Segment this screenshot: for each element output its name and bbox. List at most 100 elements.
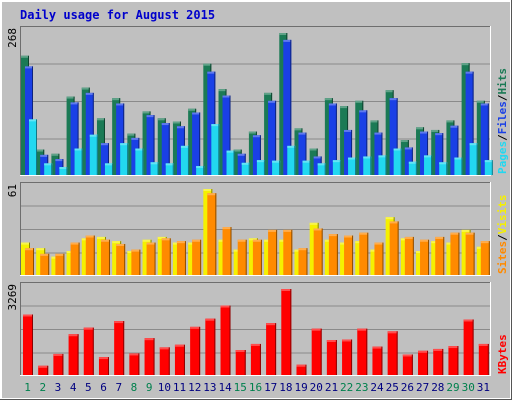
bar-pages-day-14-face [226,150,235,175]
bar-sites-day-27 [420,239,430,275]
bar-pages-day-26 [408,161,417,175]
day-label-22: 22 [340,381,353,394]
bar-sites-day-4-face [70,242,80,275]
bar-sites-day-3-edge [63,253,65,275]
bar-sites-day-28 [435,236,445,275]
bar-kbytes-day-17-edge [275,323,277,375]
bar-kbytes-day-9-edge [153,338,155,375]
bar-files-day-10 [161,123,170,175]
bar-kbytes-day-16-face [250,343,261,375]
panel-max-label: 61 [6,184,19,197]
bar-pages-day-6-face [104,163,113,175]
bar-kbytes-day-22-edge [351,339,353,375]
bar-hits-day-7-edge [112,98,121,101]
bar-kbytes-day-22-edge [342,339,353,342]
bar-sites-day-25-edge [397,221,399,275]
bar-files-day-14 [222,95,231,175]
bar-kbytes-day-19-face [296,364,307,375]
bar-files-day-17-edge [275,100,277,175]
bar-pages-day-13-edge [218,124,220,175]
bar-kbytes-day-5 [83,327,94,375]
bar-files-day-19-edge [298,132,307,135]
bar-pages-day-22 [348,157,357,175]
legend-entry: Files [496,101,509,134]
bar-kbytes-day-18-edge [281,289,292,291]
bar-sites-day-17 [268,229,278,275]
bar-files-day-27-edge [427,131,429,175]
bar-kbytes-day-22-face [342,339,353,375]
bar-kbytes-day-4-face [68,334,79,375]
bar-pages-day-11-face [180,145,189,175]
bar-kbytes-day-25-edge [396,331,398,375]
bar-pages-day-29-face [454,157,463,175]
day-label-3: 3 [55,381,62,394]
bar-kbytes-day-7 [114,321,125,375]
bar-sites-day-16 [252,239,262,275]
bar-sites-day-7 [116,243,126,275]
legend-entry: Pages [496,141,509,174]
bar-pages-day-22-face [348,157,357,175]
bar-sites-day-19-face [298,248,308,275]
bar-kbytes-day-20-edge [320,328,322,375]
bar-files-day-30-face [465,71,474,175]
bar-pages-day-3-edge [66,167,68,175]
bar-files-day-5-edge [92,92,94,175]
bar-kbytes-day-10-edge [159,347,170,350]
bar-pages-day-17-edge [279,160,281,175]
bar-pages-day-18-edge [287,145,296,148]
bar-pages-day-4-edge [74,148,83,151]
bar-files-day-14-edge [222,95,231,98]
bar-files-day-16 [252,135,261,175]
legend-entry: / [496,134,509,141]
bar-sites-day-13-face [207,193,217,275]
bar-pages-day-28-face [439,162,448,175]
bar-hits-day-30-edge [461,63,470,66]
bar-files-day-6-edge [107,143,109,175]
bar-visits-day-30-edge [461,229,471,232]
bar-files-day-16-edge [252,135,261,138]
bar-hits-day-3-edge [51,153,60,156]
bar-kbytes-day-17-edge [266,323,277,326]
bar-sites-day-7-face [116,243,126,275]
bar-pages-day-21-edge [332,160,341,163]
bar-kbytes-day-12 [190,326,201,375]
bar-sites-day-11-edge [176,241,186,244]
bar-files-day-31-face [480,103,489,175]
bar-sites-day-1-face [25,248,34,275]
bar-kbytes-day-5-face [83,327,94,375]
bar-kbytes-day-15 [235,350,246,375]
bar-sites-day-18-edge [283,229,293,232]
bar-files-day-14-edge [229,95,231,175]
bar-pages-day-20-edge [317,163,326,166]
bar-sites-day-20-face [313,228,323,275]
bar-files-day-24 [374,132,383,175]
bar-kbytes-day-11-edge [183,344,185,375]
bar-pages-day-15-face [241,162,250,175]
bar-kbytes-day-31-edge [487,343,489,375]
bar-hits-day-2-edge [36,149,45,152]
bar-sites-day-6 [100,239,110,275]
bar-kbytes-day-16-edge [250,343,261,346]
bar-sites-day-3-face [55,253,65,275]
bar-hits-day-20-edge [309,148,318,151]
bar-sites-day-22-face [344,235,354,275]
chart-title: Daily usage for August 2015 [20,8,215,22]
bar-files-day-21-face [328,103,337,175]
bar-sites-day-8-face [131,249,141,275]
bar-files-day-10-face [161,123,170,175]
bar-hits-day-8-face [127,133,136,175]
bar-sites-day-16-face [252,239,262,275]
bar-pages-day-5-edge [89,134,98,137]
bar-files-day-15-edge [237,153,246,156]
bar-kbytes-day-16 [250,343,261,375]
bar-pages-day-9 [150,162,159,175]
day-label-2: 2 [39,381,46,394]
bar-pages-day-23-edge [363,156,372,159]
bar-kbytes-day-18-face [281,289,292,375]
bar-hits-day-22-edge [340,106,349,109]
bar-hits-day-17-edge [264,92,273,95]
bar-files-day-9 [146,115,155,175]
bar-pages-day-18 [287,145,296,175]
bar-files-day-22-edge [344,129,353,132]
bar-pages-day-5-edge [96,134,98,175]
